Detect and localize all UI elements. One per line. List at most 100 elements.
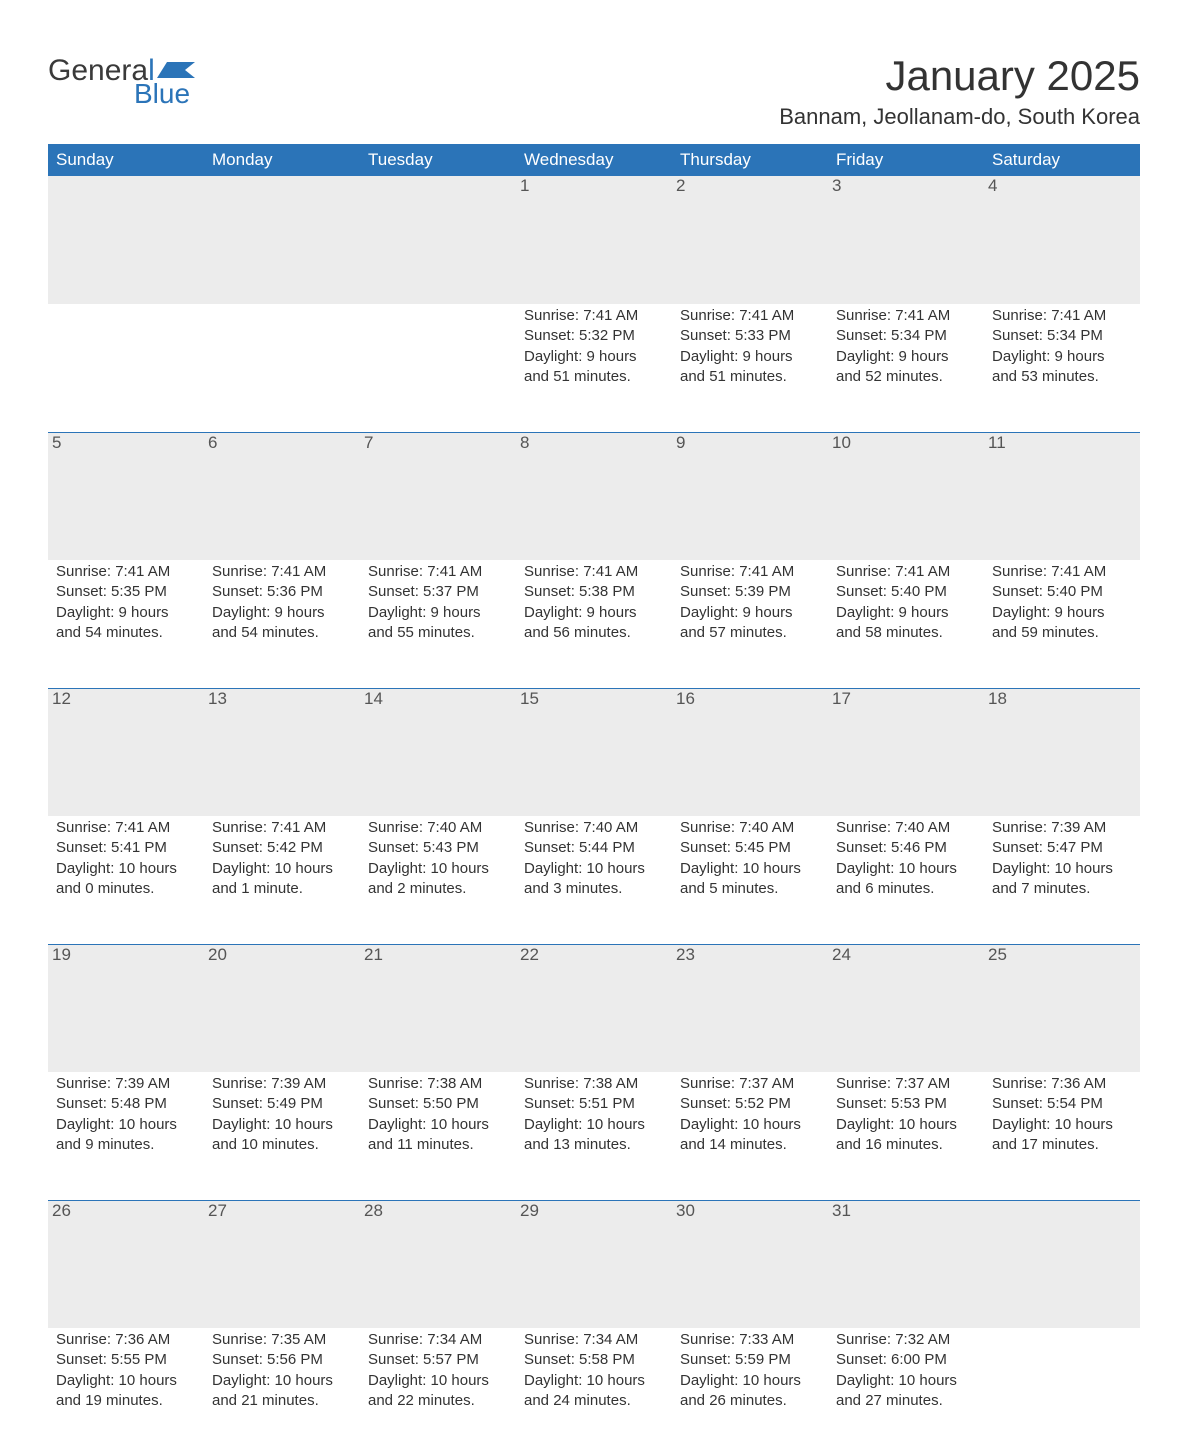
- day-body-row: Sunrise: 7:41 AMSunset: 5:41 PMDaylight:…: [48, 816, 1140, 944]
- calendar-body: 1234Sunrise: 7:41 AMSunset: 5:32 PMDayli…: [48, 176, 1140, 1456]
- day-body: Sunrise: 7:41 AMSunset: 5:34 PMDaylight:…: [832, 304, 980, 387]
- day-cell: Sunrise: 7:41 AMSunset: 5:32 PMDaylight:…: [516, 304, 672, 432]
- day-cell: Sunrise: 7:35 AMSunset: 5:56 PMDaylight:…: [204, 1328, 360, 1456]
- sunset-text: Sunset: 5:50 PM: [368, 1094, 508, 1114]
- sunrise-text: Sunrise: 7:35 AM: [212, 1330, 352, 1350]
- weekday-header: Sunday: [48, 144, 204, 176]
- sunset-text: Sunset: 5:59 PM: [680, 1350, 820, 1370]
- day-cell: Sunrise: 7:36 AMSunset: 5:55 PMDaylight:…: [48, 1328, 204, 1456]
- daylight-text: Daylight: 10 hours and 13 minutes.: [524, 1115, 664, 1156]
- day-number-row: 12131415161718: [48, 688, 1140, 816]
- day-number-cell: 21: [360, 944, 516, 1072]
- daylight-text: Daylight: 9 hours and 54 minutes.: [212, 603, 352, 644]
- day-number-row: 19202122232425: [48, 944, 1140, 1072]
- sunset-text: Sunset: 5:33 PM: [680, 326, 820, 346]
- day-body: Sunrise: 7:40 AMSunset: 5:44 PMDaylight:…: [520, 816, 668, 899]
- daylight-text: Daylight: 10 hours and 6 minutes.: [836, 859, 976, 900]
- daylight-text: Daylight: 10 hours and 10 minutes.: [212, 1115, 352, 1156]
- sunset-text: Sunset: 5:47 PM: [992, 838, 1132, 858]
- day-body: Sunrise: 7:38 AMSunset: 5:50 PMDaylight:…: [364, 1072, 512, 1155]
- day-body: Sunrise: 7:39 AMSunset: 5:47 PMDaylight:…: [988, 816, 1136, 899]
- day-body-row: Sunrise: 7:39 AMSunset: 5:48 PMDaylight:…: [48, 1072, 1140, 1200]
- day-number-cell: 8: [516, 432, 672, 560]
- daylight-text: Daylight: 9 hours and 52 minutes.: [836, 347, 976, 388]
- calendar-page: General Blue January 2025 Bannam, Jeolla…: [0, 0, 1188, 918]
- day-cell: Sunrise: 7:39 AMSunset: 5:47 PMDaylight:…: [984, 816, 1140, 944]
- day-cell: Sunrise: 7:40 AMSunset: 5:46 PMDaylight:…: [828, 816, 984, 944]
- sunset-text: Sunset: 5:57 PM: [368, 1350, 508, 1370]
- sunset-text: Sunset: 5:52 PM: [680, 1094, 820, 1114]
- day-number-cell: 28: [360, 1200, 516, 1328]
- sunset-text: Sunset: 5:58 PM: [524, 1350, 664, 1370]
- day-cell: Sunrise: 7:38 AMSunset: 5:51 PMDaylight:…: [516, 1072, 672, 1200]
- daylight-text: Daylight: 10 hours and 14 minutes.: [680, 1115, 820, 1156]
- day-number-cell: 3: [828, 176, 984, 304]
- daylight-text: Daylight: 10 hours and 21 minutes.: [212, 1371, 352, 1412]
- day-body: Sunrise: 7:40 AMSunset: 5:46 PMDaylight:…: [832, 816, 980, 899]
- daylight-text: Daylight: 10 hours and 26 minutes.: [680, 1371, 820, 1412]
- daylight-text: Daylight: 10 hours and 16 minutes.: [836, 1115, 976, 1156]
- sunset-text: Sunset: 5:39 PM: [680, 582, 820, 602]
- sunrise-text: Sunrise: 7:37 AM: [836, 1074, 976, 1094]
- sunrise-text: Sunrise: 7:41 AM: [524, 562, 664, 582]
- daylight-text: Daylight: 10 hours and 0 minutes.: [56, 859, 196, 900]
- day-body-row: Sunrise: 7:41 AMSunset: 5:32 PMDaylight:…: [48, 304, 1140, 432]
- day-number-cell: 23: [672, 944, 828, 1072]
- daylight-text: Daylight: 9 hours and 51 minutes.: [680, 347, 820, 388]
- sunset-text: Sunset: 5:45 PM: [680, 838, 820, 858]
- day-number-cell: 6: [204, 432, 360, 560]
- daylight-text: Daylight: 9 hours and 57 minutes.: [680, 603, 820, 644]
- daylight-text: Daylight: 10 hours and 7 minutes.: [992, 859, 1132, 900]
- day-body: Sunrise: 7:40 AMSunset: 5:45 PMDaylight:…: [676, 816, 824, 899]
- daylight-text: Daylight: 10 hours and 11 minutes.: [368, 1115, 508, 1156]
- day-body: Sunrise: 7:41 AMSunset: 5:40 PMDaylight:…: [832, 560, 980, 643]
- day-number-cell: 9: [672, 432, 828, 560]
- day-number-cell: 16: [672, 688, 828, 816]
- daylight-text: Daylight: 10 hours and 9 minutes.: [56, 1115, 196, 1156]
- day-cell: Sunrise: 7:41 AMSunset: 5:34 PMDaylight:…: [984, 304, 1140, 432]
- location-label: Bannam, Jeollanam-do, South Korea: [779, 104, 1140, 130]
- day-number-cell: 19: [48, 944, 204, 1072]
- sunset-text: Sunset: 5:46 PM: [836, 838, 976, 858]
- day-body: Sunrise: 7:32 AMSunset: 6:00 PMDaylight:…: [832, 1328, 980, 1411]
- day-cell: Sunrise: 7:37 AMSunset: 5:52 PMDaylight:…: [672, 1072, 828, 1200]
- day-cell: [204, 304, 360, 432]
- day-body: Sunrise: 7:41 AMSunset: 5:42 PMDaylight:…: [208, 816, 356, 899]
- day-cell: [360, 304, 516, 432]
- sunrise-text: Sunrise: 7:33 AM: [680, 1330, 820, 1350]
- daylight-text: Daylight: 9 hours and 56 minutes.: [524, 603, 664, 644]
- day-number-cell: 13: [204, 688, 360, 816]
- day-body: Sunrise: 7:41 AMSunset: 5:38 PMDaylight:…: [520, 560, 668, 643]
- day-cell: Sunrise: 7:41 AMSunset: 5:41 PMDaylight:…: [48, 816, 204, 944]
- day-number-row: 262728293031: [48, 1200, 1140, 1328]
- sunrise-text: Sunrise: 7:39 AM: [212, 1074, 352, 1094]
- day-number-cell: 2: [672, 176, 828, 304]
- day-number-cell: 1: [516, 176, 672, 304]
- sunrise-text: Sunrise: 7:36 AM: [56, 1330, 196, 1350]
- sunrise-text: Sunrise: 7:38 AM: [368, 1074, 508, 1094]
- day-body: Sunrise: 7:41 AMSunset: 5:40 PMDaylight:…: [988, 560, 1136, 643]
- day-number-cell: 17: [828, 688, 984, 816]
- day-body-row: Sunrise: 7:41 AMSunset: 5:35 PMDaylight:…: [48, 560, 1140, 688]
- day-cell: Sunrise: 7:36 AMSunset: 5:54 PMDaylight:…: [984, 1072, 1140, 1200]
- day-body: Sunrise: 7:41 AMSunset: 5:33 PMDaylight:…: [676, 304, 824, 387]
- sunset-text: Sunset: 5:40 PM: [992, 582, 1132, 602]
- day-number-cell: 10: [828, 432, 984, 560]
- sunrise-text: Sunrise: 7:39 AM: [56, 1074, 196, 1094]
- daylight-text: Daylight: 9 hours and 53 minutes.: [992, 347, 1132, 388]
- day-body: Sunrise: 7:39 AMSunset: 5:49 PMDaylight:…: [208, 1072, 356, 1155]
- day-body: Sunrise: 7:35 AMSunset: 5:56 PMDaylight:…: [208, 1328, 356, 1411]
- sunset-text: Sunset: 6:00 PM: [836, 1350, 976, 1370]
- day-number-cell: 25: [984, 944, 1140, 1072]
- day-cell: Sunrise: 7:41 AMSunset: 5:40 PMDaylight:…: [984, 560, 1140, 688]
- day-number-cell: 30: [672, 1200, 828, 1328]
- day-body: Sunrise: 7:36 AMSunset: 5:54 PMDaylight:…: [988, 1072, 1136, 1155]
- sunrise-text: Sunrise: 7:40 AM: [524, 818, 664, 838]
- sunrise-text: Sunrise: 7:41 AM: [992, 306, 1132, 326]
- day-body: Sunrise: 7:41 AMSunset: 5:34 PMDaylight:…: [988, 304, 1136, 387]
- sunset-text: Sunset: 5:43 PM: [368, 838, 508, 858]
- day-body: Sunrise: 7:34 AMSunset: 5:58 PMDaylight:…: [520, 1328, 668, 1411]
- sunset-text: Sunset: 5:54 PM: [992, 1094, 1132, 1114]
- sunset-text: Sunset: 5:38 PM: [524, 582, 664, 602]
- day-cell: [984, 1328, 1140, 1456]
